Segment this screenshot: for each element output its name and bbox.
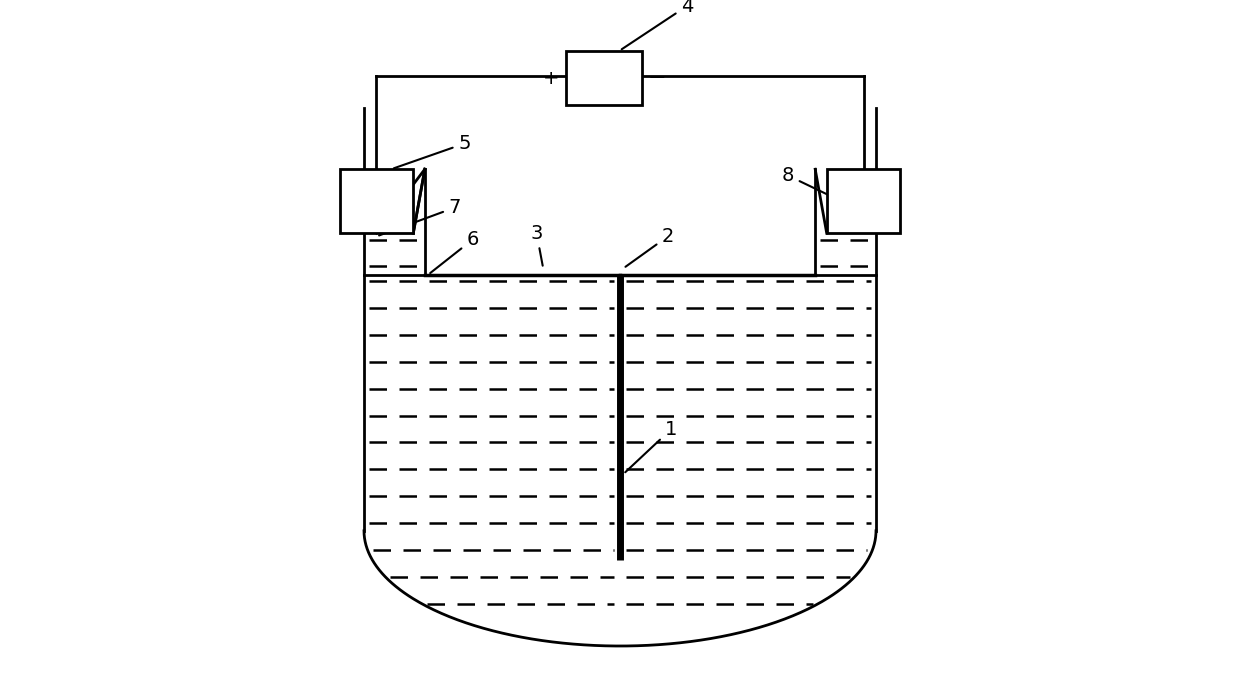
Text: 2: 2 (625, 227, 675, 267)
Text: 1: 1 (625, 420, 677, 472)
Text: 8: 8 (782, 166, 839, 200)
Text: +: + (543, 69, 559, 87)
Text: 4: 4 (621, 0, 693, 49)
Bar (565, 51, 642, 105)
Text: 5: 5 (394, 134, 471, 168)
Text: 3: 3 (531, 223, 543, 266)
Bar (340, 169, 413, 234)
Text: 7: 7 (379, 198, 461, 236)
Text: 6: 6 (430, 230, 479, 273)
Bar (827, 169, 900, 234)
Text: −: − (647, 68, 666, 88)
